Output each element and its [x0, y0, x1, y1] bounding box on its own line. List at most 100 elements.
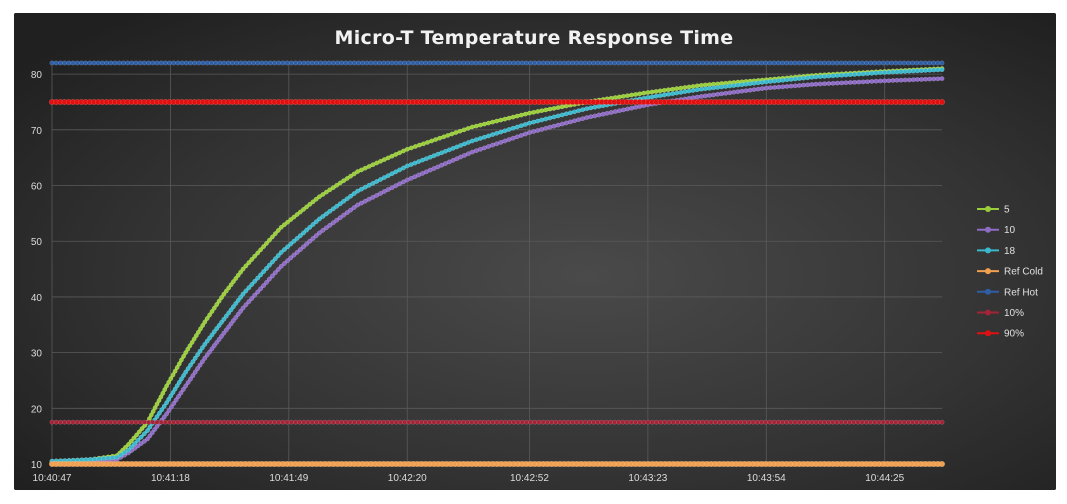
data-point — [481, 419, 487, 425]
x-tick-label: 10:40:47 — [33, 473, 72, 484]
data-point — [514, 134, 520, 140]
data-point — [469, 149, 475, 155]
data-point — [400, 148, 406, 154]
data-point — [209, 309, 215, 314]
data-point — [607, 60, 613, 66]
data-point — [553, 60, 559, 66]
data-point — [805, 419, 811, 425]
data-point — [238, 60, 244, 66]
data-point — [926, 60, 932, 66]
data-point — [164, 411, 170, 417]
data-point — [158, 419, 164, 425]
data-point — [162, 387, 168, 393]
data-point — [200, 60, 206, 66]
data-point — [368, 60, 374, 66]
data-point — [230, 60, 235, 66]
data-point — [62, 60, 68, 66]
data-point — [223, 327, 229, 333]
legend-entry: Ref Hot — [977, 287, 1038, 298]
data-point — [95, 419, 101, 425]
data-point — [586, 419, 592, 425]
data-point — [141, 431, 147, 437]
data-point — [822, 73, 827, 79]
data-point — [733, 419, 739, 425]
data-point — [531, 119, 537, 125]
data-point — [297, 209, 303, 215]
data-point — [219, 295, 224, 301]
data-point — [481, 121, 487, 127]
data-point — [313, 196, 319, 202]
data-point — [905, 60, 911, 66]
data-point — [266, 276, 272, 282]
data-point — [788, 60, 794, 66]
data-point — [310, 222, 316, 227]
data-point — [179, 60, 185, 66]
data-point — [721, 419, 727, 425]
chart-background — [14, 13, 1056, 490]
data-point — [686, 88, 692, 94]
data-point — [898, 69, 904, 75]
data-point — [188, 60, 193, 66]
axis-layer: 10 20 30 40 50 60 70 80 10:40:47 10:41:18 10:41:49… — [31, 70, 905, 484]
data-point — [696, 419, 701, 425]
data-point — [374, 179, 380, 184]
data-point — [433, 137, 439, 143]
data-point — [385, 60, 391, 66]
series-18 — [49, 67, 945, 464]
data-point — [868, 419, 874, 425]
data-point — [817, 60, 823, 66]
data-point — [452, 419, 458, 425]
data-point — [612, 109, 618, 115]
data-point — [633, 60, 638, 66]
data-point — [344, 196, 350, 202]
data-point — [860, 79, 866, 85]
data-point — [83, 419, 89, 425]
data-point — [288, 419, 294, 425]
data-point — [519, 419, 525, 425]
data-point — [416, 142, 422, 148]
data-point — [792, 419, 798, 425]
data-point — [553, 419, 559, 425]
data-point — [347, 60, 353, 66]
data-point — [906, 77, 912, 83]
data-point — [189, 339, 195, 345]
data-point — [759, 419, 764, 425]
data-point — [444, 60, 450, 66]
data-point — [414, 60, 420, 66]
data-point — [759, 79, 765, 85]
data-point — [305, 419, 311, 425]
data-point — [755, 80, 761, 86]
data-point — [700, 60, 706, 66]
data-point — [711, 92, 716, 98]
data-point — [838, 60, 844, 66]
data-point — [240, 266, 246, 272]
data-point — [362, 198, 368, 204]
data-point — [197, 348, 203, 354]
data-point — [591, 60, 597, 66]
data-point — [255, 275, 261, 281]
data-point — [543, 107, 549, 113]
data-point — [378, 177, 383, 182]
data-point — [139, 426, 145, 432]
data-point — [174, 383, 180, 389]
data-point — [856, 79, 862, 85]
data-point — [742, 419, 748, 425]
data-point — [719, 84, 725, 90]
data-point — [280, 419, 286, 425]
x-tick-label: 10:41:49 — [269, 473, 308, 484]
data-point — [657, 88, 663, 94]
data-point — [747, 81, 753, 87]
data-point — [167, 419, 172, 425]
y-tick-label: 70 — [31, 126, 43, 137]
data-point — [450, 157, 456, 163]
data-point — [889, 60, 895, 66]
data-point — [281, 222, 287, 228]
data-point — [174, 365, 180, 370]
data-point — [599, 60, 605, 66]
data-point — [148, 412, 154, 418]
data-point — [356, 419, 361, 425]
data-point — [200, 322, 206, 328]
data-point — [796, 60, 802, 66]
data-point — [817, 74, 823, 80]
data-point — [586, 60, 592, 66]
